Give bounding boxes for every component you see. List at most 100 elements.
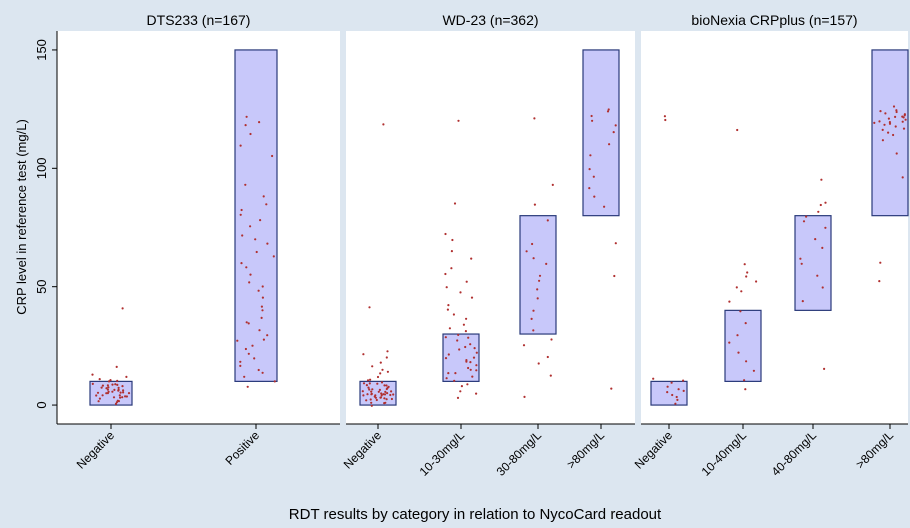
data-point — [387, 385, 390, 388]
data-point — [470, 257, 473, 260]
data-point — [272, 255, 275, 258]
data-point — [538, 279, 541, 282]
data-point — [800, 262, 803, 265]
data-point — [383, 393, 387, 396]
data-point — [447, 353, 450, 356]
data-point — [444, 357, 448, 360]
data-point — [675, 395, 678, 399]
data-point — [365, 399, 368, 402]
data-point — [467, 366, 470, 370]
data-point — [247, 352, 250, 355]
data-point — [383, 384, 386, 387]
data-point — [374, 394, 377, 397]
data-point — [589, 154, 592, 157]
data-point — [448, 327, 451, 330]
data-point — [824, 201, 827, 204]
panel-title: DTS233 (n=167) — [147, 12, 251, 28]
data-point — [378, 388, 381, 391]
data-point — [125, 395, 128, 398]
data-point — [464, 345, 467, 349]
data-point — [106, 388, 109, 391]
data-point — [608, 143, 611, 146]
data-point — [666, 385, 669, 388]
data-point — [473, 347, 476, 350]
data-point — [879, 261, 882, 264]
y-tick-label: 150 — [34, 39, 49, 61]
data-point — [114, 383, 117, 386]
data-point — [251, 344, 254, 347]
x-axis-label: RDT results by category in relation to N… — [289, 506, 662, 523]
panel-title: bioNexia CRPplus (n=157) — [691, 12, 857, 28]
data-point — [820, 178, 823, 181]
data-point — [469, 343, 472, 346]
data-point — [260, 316, 263, 319]
data-point — [451, 238, 454, 242]
data-point — [610, 387, 613, 390]
data-point — [728, 300, 731, 303]
data-point — [379, 396, 382, 399]
data-point — [111, 383, 114, 386]
data-point — [677, 388, 680, 391]
data-point — [107, 386, 110, 389]
range-box — [89, 380, 133, 406]
data-point — [258, 121, 261, 124]
data-point — [383, 397, 386, 400]
data-point — [549, 374, 552, 377]
data-point — [386, 392, 389, 395]
data-point — [365, 384, 368, 387]
data-point — [606, 110, 610, 113]
data-point — [107, 380, 111, 383]
data-point — [821, 286, 824, 289]
panel-2: WD-23 (n=362)Negative 10-30mg/L 30-80mg/L >… — [341, 8, 635, 479]
data-point — [459, 390, 462, 393]
data-point — [386, 350, 389, 353]
data-point — [362, 382, 366, 385]
data-point — [447, 304, 450, 307]
data-point — [901, 176, 904, 179]
data-point — [878, 280, 881, 283]
data-point — [613, 274, 616, 278]
data-point — [368, 388, 371, 391]
data-point — [116, 379, 119, 382]
data-point — [362, 394, 365, 397]
data-point — [736, 334, 739, 337]
data-point — [590, 114, 593, 118]
data-point — [361, 390, 364, 393]
data-point — [446, 308, 449, 311]
data-point — [377, 390, 380, 393]
data-point — [878, 120, 881, 123]
data-point — [536, 288, 539, 291]
data-point — [593, 195, 596, 198]
data-point — [447, 372, 450, 375]
data-point — [249, 225, 252, 228]
data-point — [537, 362, 540, 365]
data-point — [117, 386, 120, 389]
data-point — [244, 347, 247, 351]
data-point — [261, 285, 264, 288]
data-point — [97, 400, 100, 403]
data-point — [745, 275, 748, 278]
data-point — [249, 132, 252, 136]
data-point — [121, 396, 124, 399]
data-point — [127, 392, 131, 395]
data-point — [740, 290, 743, 293]
data-point — [603, 205, 606, 208]
data-point — [739, 310, 742, 313]
data-point — [902, 127, 906, 130]
data-point — [382, 123, 385, 126]
data-point — [257, 289, 260, 292]
panel-title: WD-23 (n=362) — [442, 12, 538, 28]
data-point — [904, 118, 907, 121]
data-point — [245, 321, 248, 324]
data-point — [873, 121, 876, 124]
data-point — [459, 291, 462, 294]
data-point — [244, 124, 247, 127]
data-point — [676, 398, 679, 401]
data-point — [614, 242, 617, 245]
y-tick-label: 50 — [34, 279, 49, 293]
range-box — [519, 215, 557, 335]
data-point — [551, 183, 554, 186]
data-point — [101, 394, 104, 397]
data-point — [124, 395, 127, 398]
